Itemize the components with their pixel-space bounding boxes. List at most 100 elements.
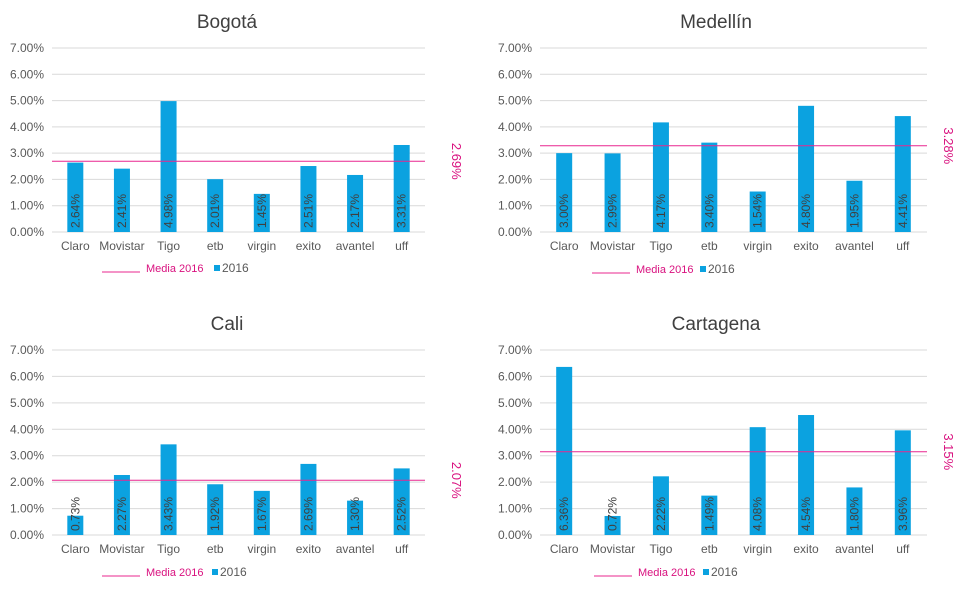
- y-tick-label: 3.00%: [10, 146, 44, 160]
- bar-uff: [393, 144, 410, 232]
- bar-uff: [894, 430, 911, 535]
- x-tick-label: etb: [701, 239, 718, 253]
- bar-avantel: [846, 487, 863, 535]
- chart-title: Bogotá: [197, 12, 258, 33]
- x-tick-label: exito: [793, 239, 819, 253]
- bar-avantel: [347, 174, 364, 232]
- mean-label: 3.28%: [941, 127, 956, 164]
- data-label: 4.17%: [654, 194, 668, 228]
- bar-avantel: [846, 180, 863, 232]
- legend-bar-swatch-icon: [703, 569, 709, 575]
- y-tick-label: 1.00%: [498, 502, 532, 516]
- x-tick-label: Claro: [61, 542, 90, 556]
- data-label: 1.92%: [208, 497, 222, 531]
- bar-etb: [207, 484, 224, 535]
- x-tick-label: Tigo: [649, 542, 672, 556]
- data-label: 3.00%: [557, 194, 571, 228]
- x-tick-label: Tigo: [157, 239, 180, 253]
- data-label: 1.30%: [348, 497, 362, 531]
- data-label: 1.80%: [847, 497, 861, 531]
- y-tick-label: 6.00%: [10, 369, 44, 383]
- data-label: 1.49%: [702, 497, 716, 531]
- y-tick-label: 5.00%: [10, 396, 44, 410]
- mean-label: 3.15%: [941, 433, 956, 470]
- bar-virgin: [749, 191, 766, 232]
- bar-avantel: [347, 500, 364, 535]
- bar-claro: [556, 153, 573, 232]
- data-label: 2.22%: [654, 497, 668, 531]
- legend-mean-label: Media 2016: [146, 567, 204, 579]
- chart-cali: Cali 0.00% 1.00% 2.00% 3.00% 4.00% 5.00% 6.00% 7…: [10, 314, 464, 579]
- data-label: 2.01%: [208, 194, 222, 228]
- legend-series-label: 2016: [711, 565, 738, 579]
- data-label: 3.40%: [702, 194, 716, 228]
- y-tick-label: 7.00%: [10, 41, 44, 55]
- y-tick-label: 2.00%: [10, 172, 44, 186]
- y-tick-label: 3.00%: [10, 449, 44, 463]
- bar-claro: [556, 366, 573, 535]
- legend: Media 2016 2016: [592, 262, 735, 276]
- y-tick-label: 4.00%: [498, 120, 532, 134]
- bar-movistar: [113, 168, 130, 232]
- bar-tigo: [160, 444, 177, 535]
- x-tick-label: avantel: [336, 542, 375, 556]
- y-tick-label: 1.00%: [10, 502, 44, 516]
- bar-virgin: [253, 490, 270, 535]
- x-tick-label: virgin: [247, 239, 276, 253]
- x-tick-label: avantel: [835, 239, 874, 253]
- data-label: 3.96%: [896, 497, 910, 531]
- y-tick-label: 7.00%: [498, 41, 532, 55]
- x-tick-label: Movistar: [590, 239, 635, 253]
- y-tick-label: 4.00%: [10, 120, 44, 134]
- bar-etb: [701, 495, 718, 535]
- x-tick-label: Claro: [61, 239, 90, 253]
- bar-exito: [300, 166, 317, 232]
- y-tick-label: 6.00%: [498, 67, 532, 81]
- x-tick-label: etb: [207, 542, 224, 556]
- y-tick-label: 3.00%: [498, 449, 532, 463]
- legend-mean-label: Media 2016: [146, 263, 204, 275]
- y-tick-label: 2.00%: [10, 475, 44, 489]
- legend-bar-swatch-icon: [214, 265, 220, 271]
- data-label: 0.73%: [68, 497, 82, 531]
- bar-claro: [67, 515, 84, 535]
- y-tick-label: 5.00%: [498, 396, 532, 410]
- bar-tigo: [160, 101, 177, 233]
- data-label: 1.67%: [255, 497, 269, 531]
- legend-series-label: 2016: [222, 261, 249, 275]
- data-label: 2.52%: [395, 497, 409, 531]
- x-tick-label: uff: [395, 239, 409, 253]
- x-tick-label: Tigo: [649, 239, 672, 253]
- bar-movistar: [604, 515, 621, 535]
- chart-title: Medellín: [680, 12, 752, 33]
- y-tick-label: 0.00%: [10, 225, 44, 239]
- data-label: 2.51%: [301, 194, 315, 228]
- data-label: 4.54%: [799, 497, 813, 531]
- x-tick-label: virgin: [247, 542, 276, 556]
- x-tick-label: uff: [395, 542, 409, 556]
- bar-tigo: [652, 476, 669, 535]
- x-tick-label: Movistar: [99, 239, 144, 253]
- x-tick-label: etb: [207, 239, 224, 253]
- bar-etb: [207, 179, 224, 232]
- x-tick-label: exito: [296, 239, 322, 253]
- y-tick-label: 3.00%: [498, 146, 532, 160]
- data-label: 2.64%: [68, 194, 82, 228]
- legend: Media 2016 2016: [594, 565, 738, 579]
- bar-exito: [300, 463, 317, 535]
- y-tick-label: 0.00%: [498, 225, 532, 239]
- bar-etb: [701, 142, 718, 232]
- x-tick-label: Claro: [550, 239, 579, 253]
- x-tick-label: Movistar: [99, 542, 144, 556]
- y-tick-label: 2.00%: [498, 172, 532, 186]
- data-label: 1.54%: [751, 194, 765, 228]
- bar-claro: [67, 162, 84, 232]
- x-tick-label: avantel: [336, 239, 375, 253]
- x-tick-label: exito: [793, 542, 819, 556]
- data-label: 2.27%: [115, 497, 129, 531]
- legend-series-label: 2016: [708, 262, 735, 276]
- x-tick-label: avantel: [835, 542, 874, 556]
- y-tick-label: 4.00%: [498, 422, 532, 436]
- legend-mean-label: Media 2016: [636, 264, 694, 276]
- data-label: 1.45%: [255, 194, 269, 228]
